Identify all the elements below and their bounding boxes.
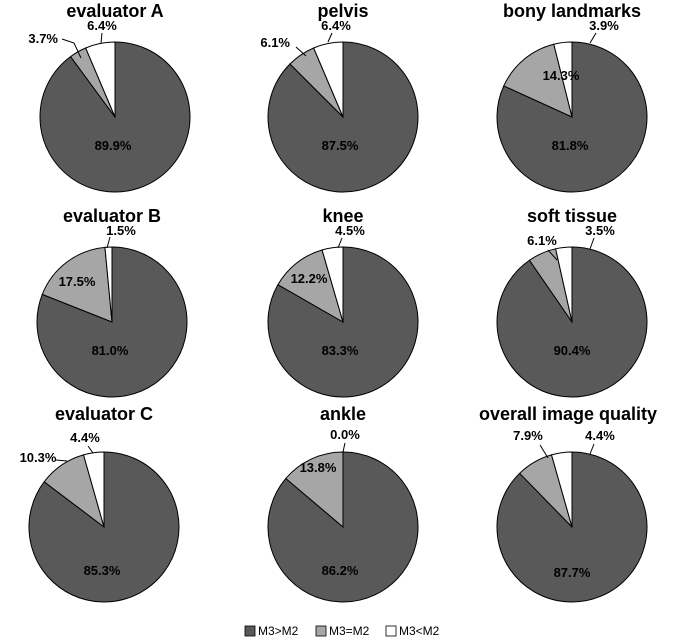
slice-label-m3-less: 4.4% [585,428,615,443]
slice-label-m3-equal: 6.1% [527,233,557,248]
legend-entry-m3-equal: M3=M2 [329,624,370,638]
slice-label-m3-less: 4.5% [335,223,365,238]
pie-title: evaluator C [55,404,153,424]
pie-title: evaluator A [66,1,163,21]
leader-line-m3-less [589,237,595,250]
slice-m3-equal [503,43,573,118]
slice-label-m3-less: 0.0% [330,427,360,442]
pie-evaluator-c: evaluator C 85.3% 10.3% 4.4% [20,404,180,603]
slice-label-m3-equal: 6.1% [260,35,290,50]
legend: M3>M2 M3=M2 M3<M2 [244,624,440,638]
legend-entry-m3-less: M3<M2 [399,624,440,638]
leader-line-m3-less [342,442,346,453]
slice-label-m3-greater: 90.4% [554,343,591,358]
slice-label-m3-greater: 81.0% [92,343,129,358]
leader-line-m3-less [589,32,597,44]
legend-swatch-m3-greater [244,625,256,637]
leader-line-m3-less [327,32,333,43]
leader-line-m3-equal [55,459,68,462]
slice-label-m3-less: 3.9% [589,18,619,33]
pie-title: bony landmarks [503,1,641,21]
leader-line-m3-equal [547,249,558,261]
slice-m3-less [312,41,344,118]
pie-title: knee [322,206,363,226]
leader-line-m3-equal [295,46,307,57]
slice-label-m3-less: 3.5% [585,223,615,238]
legend-swatch-m3-equal [315,625,327,637]
slice-m3-greater [36,246,188,398]
pie-evaluator-b: evaluator B 81.0% 17.5% 1.5% [36,206,188,398]
pie-soft-tissue: soft tissue 90.4% 6.1% 3.5% [496,206,648,398]
pie-evaluator-a: evaluator A 89.9% 3.7% 6.4% [28,1,191,193]
pie-pelvis: pelvis 87.5% 6.1% 6.4% [260,1,419,193]
slice-label-m3-less: 1.5% [106,223,136,238]
slice-label-m3-equal: 7.9% [513,428,543,443]
leader-line-m3-equal [61,38,82,59]
slice-m3-less [321,246,344,323]
slice-m3-equal [285,451,344,529]
slice-label-m3-greater: 85.3% [84,563,121,578]
legend-entry-m3-greater: M3>M2 [258,624,299,638]
slice-label-m3-greater: 87.7% [554,565,591,580]
slice-m3-less [553,41,573,118]
slice-label-m3-less: 4.4% [70,430,100,445]
pie-title: overall image quality [479,404,657,424]
legend-swatch-m3-less [385,625,397,637]
leader-line-m3-less [337,237,343,249]
pie-title: evaluator B [63,206,161,226]
leader-line-m3-less [100,32,103,44]
slice-m3-less [104,246,113,323]
pie-title: pelvis [317,1,368,21]
slice-label-m3-equal: 10.3% [20,450,57,465]
slice-label-m3-less: 6.4% [321,18,351,33]
leader-line-m3-less [106,236,111,249]
slice-label-m3-less: 6.4% [87,18,117,33]
slice-label-m3-equal: 3.7% [28,31,58,46]
slice-label-m3-greater: 87.5% [322,138,359,153]
pie-overall-image-quality: overall image quality 87.7% 7.9% 4.4% [479,404,657,603]
slice-m3-less [555,246,573,323]
slice-m3-less [550,451,573,528]
pie-bony-landmarks: bony landmarks 81.8% 14.3% 3.9% [496,1,648,193]
pie-title: ankle [320,404,366,424]
slice-label-m3-greater: 89.9% [95,138,132,153]
slice-m3-less [84,41,116,118]
leader-line-m3-less [87,445,94,454]
slice-label-m3-greater: 86.2% [322,563,359,578]
slice-label-m3-equal: 14.3% [543,68,580,83]
pie-ankle: ankle 86.2% 13.8% 0.0% [267,404,419,603]
slice-label-m3-greater: 81.8% [552,138,589,153]
slice-label-m3-greater: 83.3% [322,343,359,358]
pie-title: soft tissue [527,206,617,226]
leader-line-m3-less [589,443,595,455]
slice-label-m3-equal: 12.2% [291,271,328,286]
slice-m3-equal [41,246,113,323]
slice-label-m3-equal: 13.8% [300,460,337,475]
slice-m3-less [82,451,105,528]
slice-label-m3-equal: 17.5% [59,274,96,289]
pie-knee: knee 83.3% 12.2% 4.5% [267,206,419,398]
leader-line-m3-equal [539,444,549,459]
